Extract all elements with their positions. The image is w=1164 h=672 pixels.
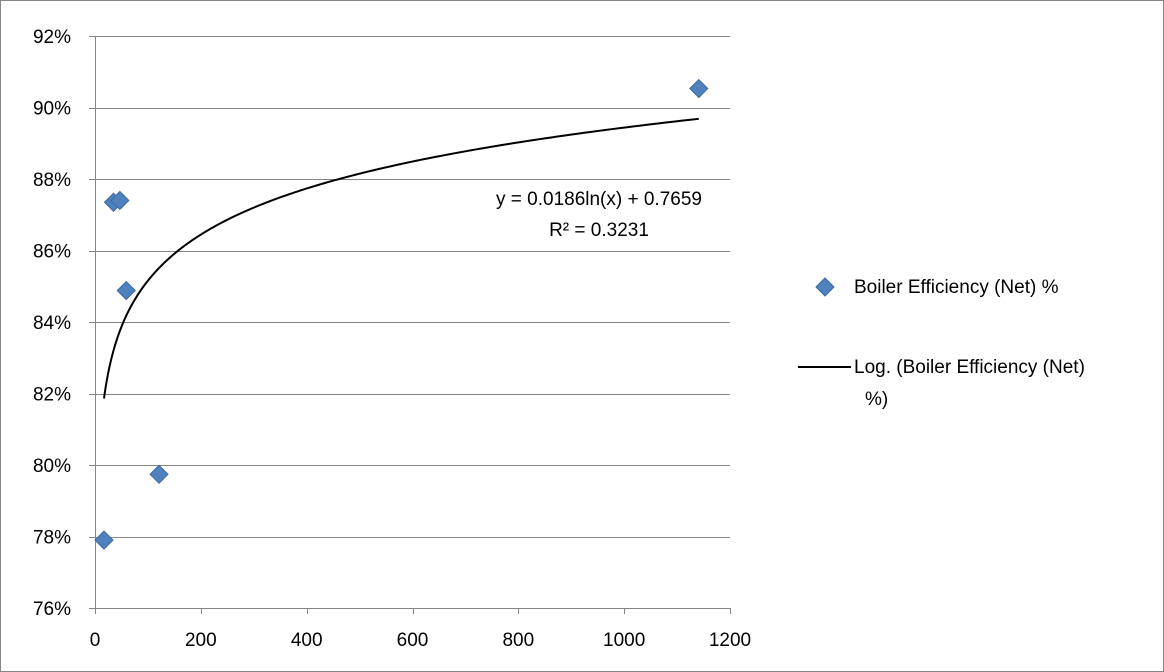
y-tick-label: 76% bbox=[33, 599, 71, 620]
legend-label-trendline-line2: %) bbox=[865, 389, 888, 410]
x-tick-label: 1000 bbox=[603, 630, 645, 651]
data-point-diamond bbox=[149, 464, 169, 485]
legend-diamond-marker bbox=[815, 277, 835, 297]
trendline-r-squared: R² = 0.3231 bbox=[549, 220, 649, 241]
y-tick-label: 78% bbox=[33, 528, 71, 549]
y-tick-label: 90% bbox=[33, 99, 71, 120]
x-tick-label: 600 bbox=[397, 630, 429, 651]
y-tick-labels: 76% 78% 80% 82% 84% 86% 88% 90% 92% bbox=[33, 27, 71, 620]
data-point-diamond bbox=[110, 190, 130, 211]
x-tick-labels: 0 200 400 600 800 1000 1200 bbox=[90, 630, 751, 651]
y-tick-label: 80% bbox=[33, 456, 71, 477]
data-point-diamond bbox=[94, 530, 114, 550]
axes bbox=[89, 36, 731, 614]
trendline bbox=[103, 117, 699, 399]
trendline-equation: y = 0.0186ln(x) + 0.7659 bbox=[496, 189, 702, 210]
legend-label-scatter: Boiler Efficiency (Net) % bbox=[854, 277, 1059, 298]
x-tick-label: 800 bbox=[502, 630, 534, 651]
legend-item-trendline: Log. (Boiler Efficiency (Net) %) bbox=[798, 357, 1085, 410]
y-tick-label: 84% bbox=[33, 313, 71, 334]
x-tick-label: 1200 bbox=[709, 630, 751, 651]
x-tick-label: 400 bbox=[291, 630, 323, 651]
y-tick-label: 82% bbox=[33, 385, 71, 406]
data-point-diamond bbox=[116, 280, 136, 301]
legend-item-scatter: Boiler Efficiency (Net) % bbox=[815, 277, 1059, 298]
legend-label-trendline-line1: Log. (Boiler Efficiency (Net) bbox=[854, 357, 1085, 378]
gridlines bbox=[95, 36, 730, 538]
data-points bbox=[94, 78, 709, 550]
data-point-diamond bbox=[689, 78, 709, 99]
legend: Boiler Efficiency (Net) % Log. (Boiler E… bbox=[798, 277, 1085, 410]
y-tick-label: 92% bbox=[33, 27, 71, 48]
y-tick-label: 88% bbox=[33, 170, 71, 191]
y-tick-label: 86% bbox=[33, 242, 71, 263]
x-tick-label: 200 bbox=[185, 630, 217, 651]
x-tick-label: 0 bbox=[90, 630, 101, 651]
